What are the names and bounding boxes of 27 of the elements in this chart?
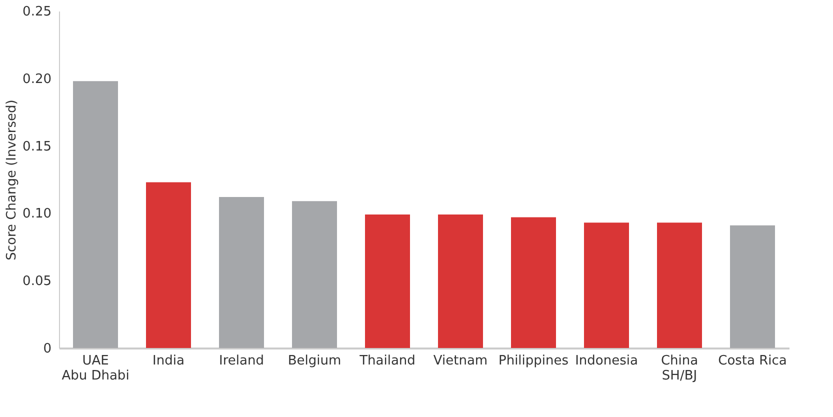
- bar: [438, 214, 483, 348]
- bar: [657, 222, 702, 348]
- y-tick-label: 0.25: [22, 4, 52, 20]
- x-tick-label: Ireland: [219, 354, 264, 368]
- y-tick-label: 0: [43, 342, 52, 356]
- x-tick-label: Indonesia: [575, 354, 638, 368]
- x-tick-label: Belgium: [288, 354, 342, 368]
- y-tick-label: 0.15: [22, 139, 52, 154]
- x-tick-label: Costa Rica: [718, 354, 787, 368]
- x-tick-label: China SH/BJ: [660, 354, 698, 384]
- x-tick-label: India: [152, 354, 184, 368]
- y-tick-label: 0.20: [22, 72, 52, 87]
- x-tick-label: Thailand: [358, 354, 416, 368]
- x-tick-label: Vietnam: [433, 354, 488, 368]
- y-tick-label: 0.05: [22, 274, 52, 290]
- bar: [511, 217, 556, 348]
- bar: [365, 214, 410, 348]
- y-axis-title: Score Change (Inversed): [4, 100, 20, 260]
- bar: [730, 225, 775, 348]
- x-tick-label: Philippines: [498, 354, 569, 368]
- bar: [292, 201, 337, 348]
- y-tick-label: 0.10: [22, 206, 52, 222]
- bar: [584, 222, 629, 348]
- bar: [146, 182, 191, 348]
- x-tick-label: UAE Abu Dhabi: [62, 354, 130, 384]
- bar: [219, 197, 264, 348]
- bar: [73, 81, 118, 348]
